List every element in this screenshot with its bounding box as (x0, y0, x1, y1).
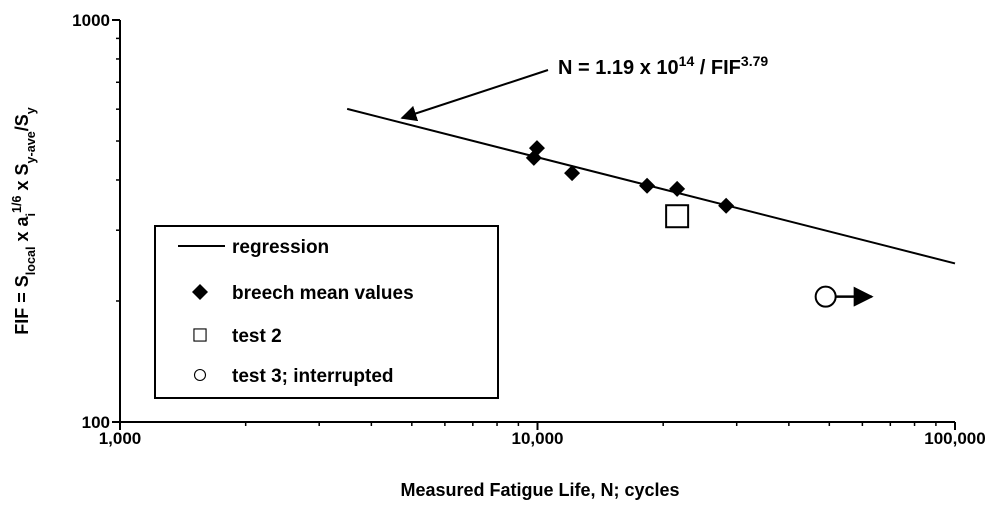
label-part: x a (12, 216, 32, 247)
label-part: FIF = S (12, 275, 32, 335)
legend-label: test 3; interrupted (232, 366, 394, 387)
label-part: y (24, 107, 38, 114)
label-part: local (24, 247, 38, 276)
legend-marker (192, 284, 208, 300)
annotation: N = 1.19 x 1014 / FIF3.79 (558, 53, 768, 79)
legend-label: test 2 (232, 326, 282, 347)
label-part: y-ave (24, 131, 38, 163)
diamond-marker (639, 177, 656, 194)
label-part: / FIF (694, 57, 741, 79)
label-part: 3.79 (741, 53, 768, 69)
y-tick-label: 100 (82, 413, 110, 432)
legend-marker (193, 368, 207, 382)
y-axis-label: FIF = Slocal x ai1/6 x Sy-ave/Sy (10, 107, 38, 335)
circle-marker (814, 285, 837, 308)
label-part: N = 1.19 x 10 (558, 57, 679, 79)
diamond-marker (525, 149, 542, 166)
label-part: 1/6 (10, 196, 24, 214)
x-tick-label: 10,000 (512, 429, 564, 448)
x-tick-label: 1,000 (99, 429, 142, 448)
diamond-marker (564, 165, 581, 182)
label-part: 14 (679, 53, 695, 69)
legend-label: regression (232, 237, 329, 258)
x-tick-label: 100,000 (924, 429, 985, 448)
square-marker (665, 204, 690, 229)
legend-label: breech mean values (232, 283, 414, 304)
diamond-marker (669, 180, 686, 197)
label-part: i (24, 213, 38, 217)
legend-marker (193, 328, 207, 342)
label-part: x S (12, 163, 32, 195)
x-axis-label: Measured Fatigue Life, N; cycles (400, 480, 679, 500)
annotation-arrow (400, 69, 549, 122)
legend-box (154, 225, 499, 399)
label-part: /S (12, 114, 32, 131)
diamond-marker (718, 197, 735, 214)
y-tick-label: 1000 (72, 11, 110, 30)
